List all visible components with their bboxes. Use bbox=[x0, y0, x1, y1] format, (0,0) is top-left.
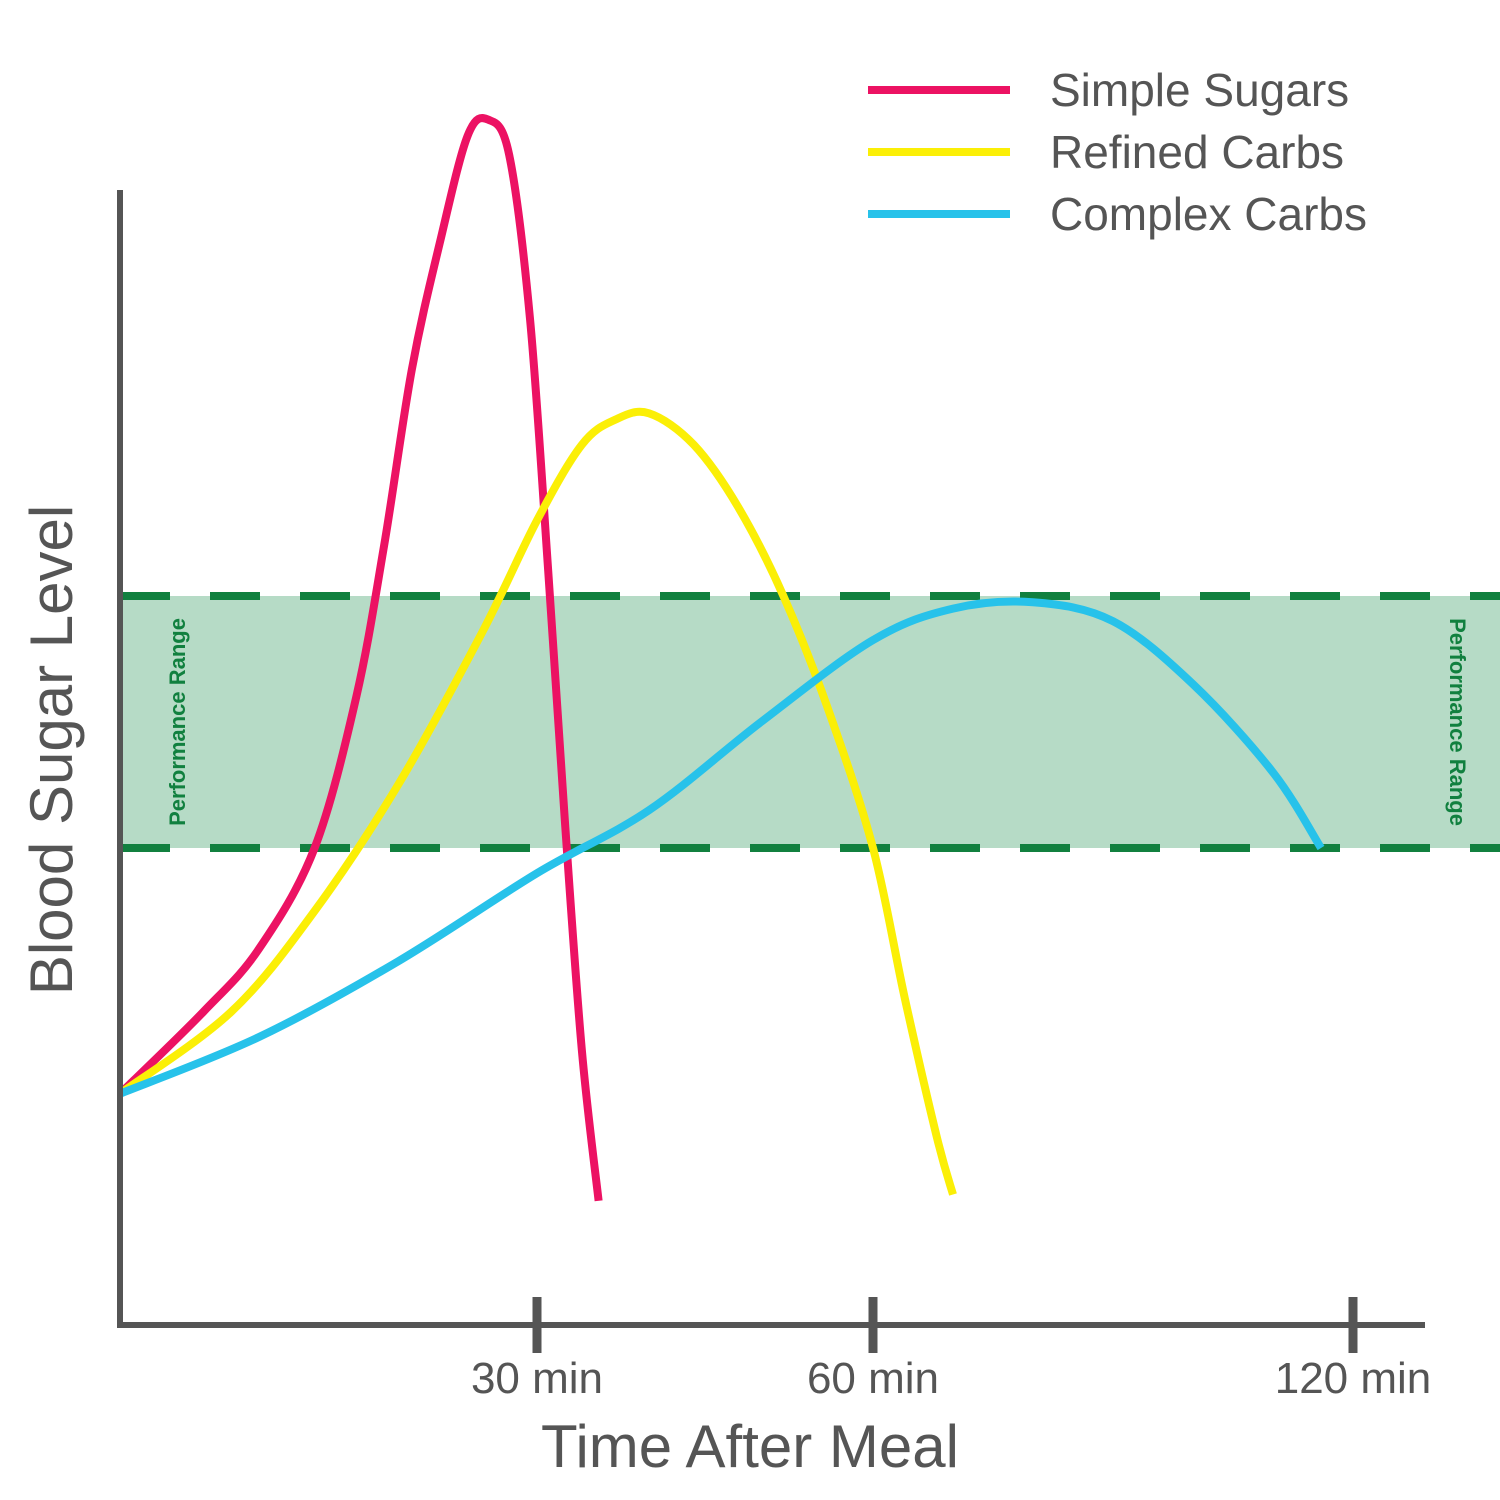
series-line-complex-carbs bbox=[118, 597, 1325, 1098]
x-tick-label-30: 30 min bbox=[471, 1354, 603, 1403]
legend-label-simple-sugars: Simple Sugars bbox=[1050, 64, 1349, 116]
x-axis-ticks: 30 min 60 min 120 min bbox=[471, 1297, 1431, 1403]
series-lines bbox=[117, 114, 1325, 1202]
performance-range-label-left: Performance Range bbox=[165, 618, 190, 826]
axes bbox=[117, 190, 1425, 1328]
x-axis-label: Time After Meal bbox=[541, 1413, 959, 1480]
series-line-refined-carbs bbox=[117, 407, 957, 1196]
legend-label-complex-carbs: Complex Carbs bbox=[1050, 188, 1367, 240]
legend: Simple Sugars Refined Carbs Complex Carbs bbox=[868, 64, 1367, 240]
x-tick-label-120: 120 min bbox=[1275, 1354, 1432, 1403]
x-tick-label-60: 60 min bbox=[807, 1354, 939, 1403]
series-line-simple-sugars bbox=[117, 114, 603, 1202]
y-axis-label: Blood Sugar Level bbox=[18, 505, 85, 995]
legend-label-refined-carbs: Refined Carbs bbox=[1050, 126, 1344, 178]
performance-range-label-right: Performance Range bbox=[1445, 618, 1470, 826]
